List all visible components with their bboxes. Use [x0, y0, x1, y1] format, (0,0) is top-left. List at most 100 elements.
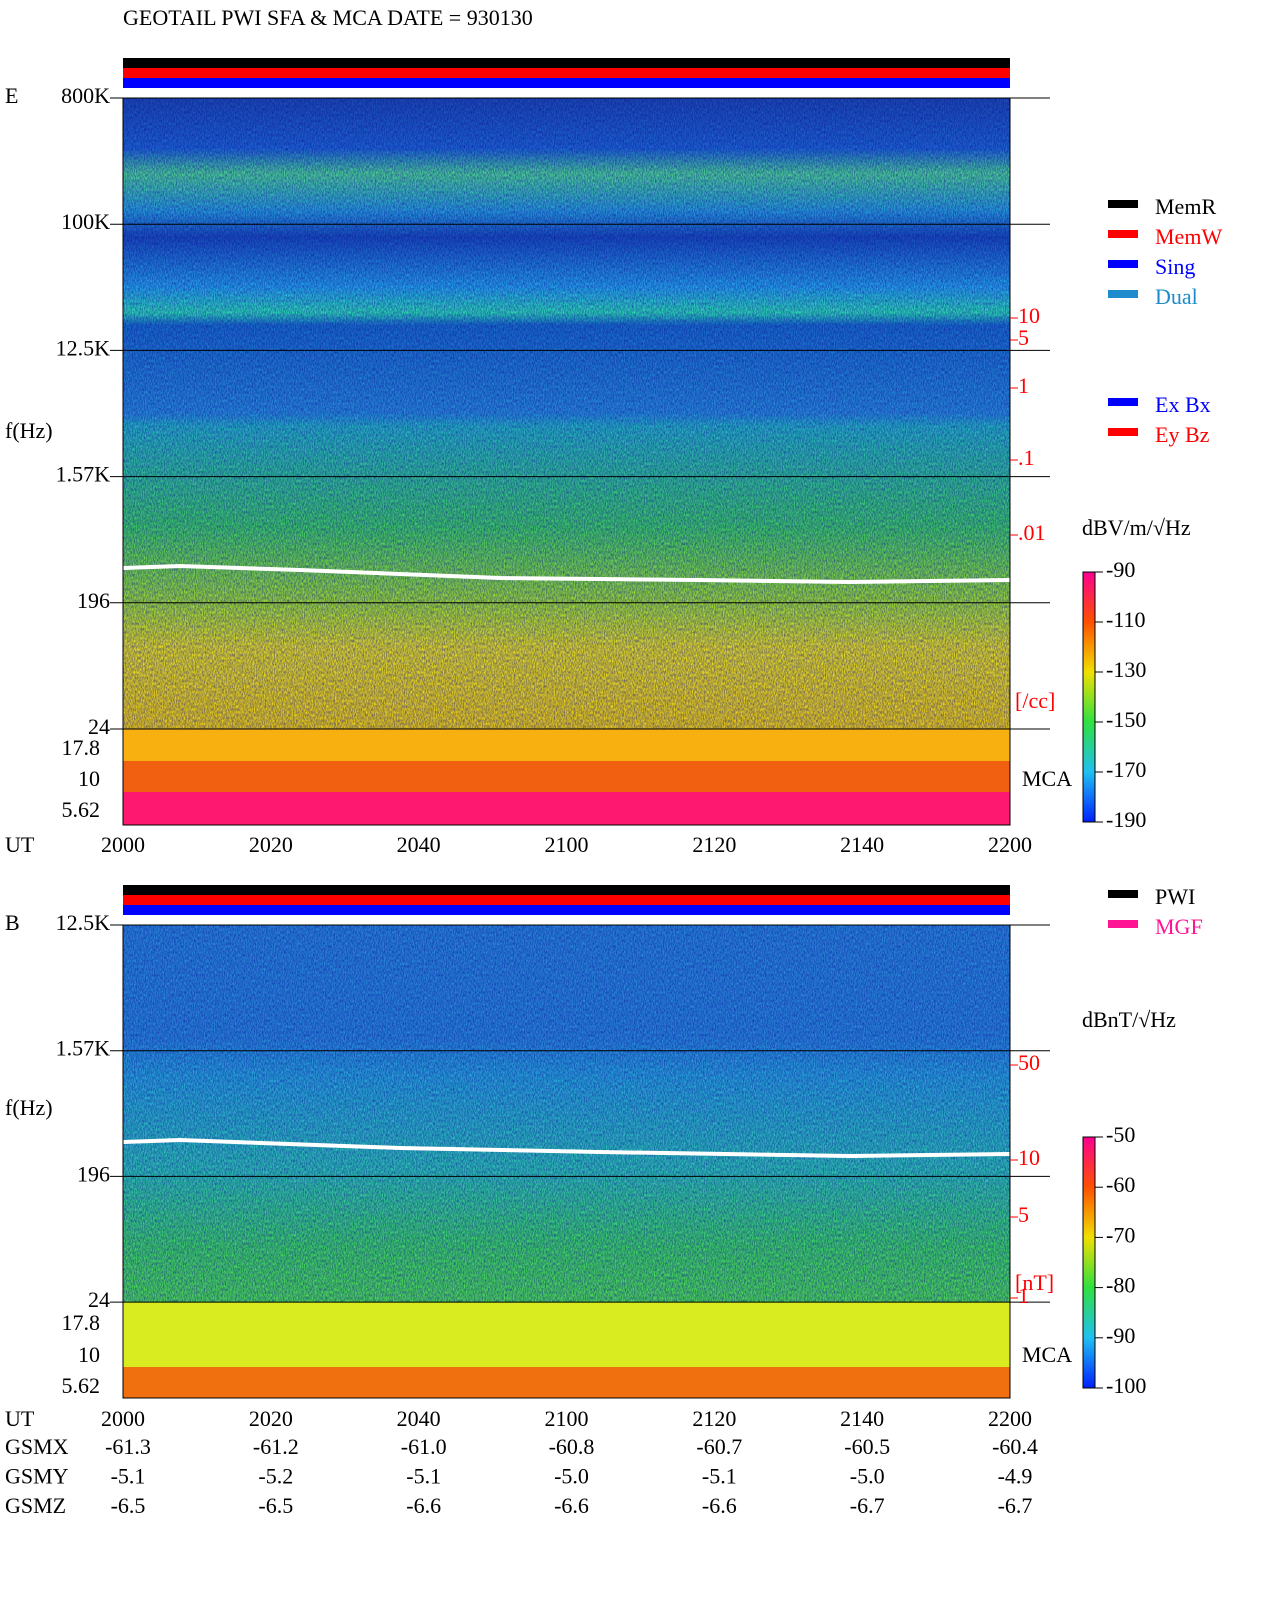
orbit-value: -6.5 [258, 1493, 293, 1518]
x-tick-label: 2140 [840, 1406, 884, 1431]
legend-label: PWI [1155, 884, 1195, 909]
orbit-label: GSMZ [5, 1493, 66, 1518]
colorbar-tick-label: -170 [1106, 757, 1146, 782]
y-tick-label: 12.5K [56, 910, 111, 935]
x-tick-label: 2000 [101, 832, 145, 857]
x-tick-label: 2100 [545, 832, 589, 857]
y-tick-label: 196 [77, 1161, 110, 1186]
mca-tick-label: 10 [78, 766, 100, 791]
y-axis-label: f(Hz) [5, 418, 53, 443]
mca-tick-label: 5.62 [62, 1373, 101, 1398]
x-tick-label: 2040 [397, 1406, 441, 1431]
legend-swatch [1108, 290, 1138, 298]
y-axis-label: f(Hz) [5, 1095, 53, 1120]
legend-label: MemW [1155, 224, 1222, 249]
legend-label: MGF [1155, 914, 1203, 939]
x-axis-label: UT [5, 1406, 35, 1431]
legend-swatch [1108, 890, 1138, 898]
y-tick-label: 100K [61, 209, 110, 234]
orbit-value: -5.0 [554, 1464, 589, 1489]
legend-swatch [1108, 428, 1138, 436]
mca-tick-label: 10 [78, 1342, 100, 1367]
x-tick-label: 2020 [249, 1406, 293, 1431]
y-tick-label: 12.5K [56, 335, 111, 360]
density-tick-label: 1 [1018, 373, 1029, 398]
x-tick-label: 2120 [692, 832, 736, 857]
x-tick-label: 2140 [840, 832, 884, 857]
colorbar-tick-label: -100 [1106, 1373, 1146, 1398]
orbit-value: -5.2 [258, 1464, 293, 1489]
mca-tick-label: 5.62 [62, 797, 101, 822]
title: GEOTAIL PWI SFA & MCA DATE = 930130 [123, 5, 533, 30]
legend-swatch [1108, 920, 1138, 928]
legend-label: MemR [1155, 194, 1216, 219]
mca-tick-label: 17.8 [62, 1310, 101, 1335]
y-tick-label: 800K [61, 83, 110, 108]
orbit-value: -6.6 [406, 1493, 441, 1518]
panel-label: E [5, 83, 18, 108]
colorbar-tick-label: -90 [1106, 557, 1135, 582]
colorbar-unit: dBV/m/√Hz [1082, 515, 1191, 540]
legend-label: Ex Bx [1155, 392, 1211, 417]
mca-label: MCA [1022, 1342, 1072, 1367]
orbit-value: -61.2 [253, 1434, 299, 1459]
colorbar-tick-label: -80 [1106, 1273, 1135, 1298]
orbit-value: -60.7 [696, 1434, 742, 1459]
x-tick-label: 2020 [249, 832, 293, 857]
orbit-value: -60.4 [992, 1434, 1038, 1459]
orbit-value: -6.5 [111, 1493, 146, 1518]
orbit-value: -6.6 [554, 1493, 589, 1518]
orbit-value: -5.1 [702, 1464, 737, 1489]
colorbar-tick-label: -70 [1106, 1222, 1135, 1247]
orbit-value: -60.8 [549, 1434, 595, 1459]
legend-swatch [1108, 260, 1138, 268]
density-tick-label: 1 [1018, 1283, 1029, 1308]
colorbar-tick-label: -90 [1106, 1323, 1135, 1348]
orbit-value: -6.7 [850, 1493, 885, 1518]
colorbar-tick-label: -50 [1106, 1122, 1135, 1147]
x-tick-label: 2100 [545, 1406, 589, 1431]
density-unit: [/cc] [1015, 688, 1055, 713]
e-spectrogram [122, 58, 1011, 825]
x-tick-label: 2120 [692, 1406, 736, 1431]
density-tick-label: 5 [1018, 325, 1029, 350]
y-tick-label: 1.57K [56, 462, 111, 487]
orbit-value: -6.6 [702, 1493, 737, 1518]
y-tick-label: 196 [77, 588, 110, 613]
x-axis-label: UT [5, 832, 35, 857]
legend-label: Sing [1155, 254, 1195, 279]
y-tick-label: 1.57K [56, 1036, 111, 1061]
density-tick-label: .01 [1018, 520, 1046, 545]
orbit-value: -61.3 [105, 1434, 151, 1459]
legend-label: Ey Bz [1155, 422, 1210, 447]
x-tick-label: 2200 [988, 832, 1032, 857]
y-tick-label: 24 [88, 714, 110, 739]
density-tick-label: 10 [1018, 303, 1040, 328]
colorbar-tick-label: -110 [1106, 607, 1146, 632]
colorbar [1082, 571, 1096, 823]
x-tick-label: 2000 [101, 1406, 145, 1431]
orbit-value: -5.1 [111, 1464, 146, 1489]
orbit-value: -5.0 [850, 1464, 885, 1489]
density-tick-label: 5 [1018, 1202, 1029, 1227]
legend-swatch [1108, 200, 1138, 208]
orbit-value: -61.0 [401, 1434, 447, 1459]
density-tick-label: 10 [1018, 1145, 1040, 1170]
orbit-value: -5.1 [406, 1464, 441, 1489]
legend-swatch [1108, 230, 1138, 238]
density-tick-label: 50 [1018, 1050, 1040, 1075]
legend-label: Dual [1155, 284, 1198, 309]
b-spectrogram [122, 885, 1011, 1398]
x-tick-label: 2200 [988, 1406, 1032, 1431]
density-unit: [nT] [1015, 1270, 1054, 1295]
orbit-label: GSMX [5, 1434, 69, 1459]
y-tick-label: 24 [88, 1287, 110, 1312]
colorbar-tick-label: -130 [1106, 657, 1146, 682]
colorbar-unit: dBnT/√Hz [1082, 1007, 1176, 1032]
mca-tick-label: 17.8 [62, 735, 101, 760]
colorbar-tick-label: -190 [1106, 807, 1146, 832]
colorbar-tick-label: -150 [1106, 707, 1146, 732]
colorbar-tick-label: -60 [1106, 1172, 1135, 1197]
panel-label: B [5, 910, 20, 935]
